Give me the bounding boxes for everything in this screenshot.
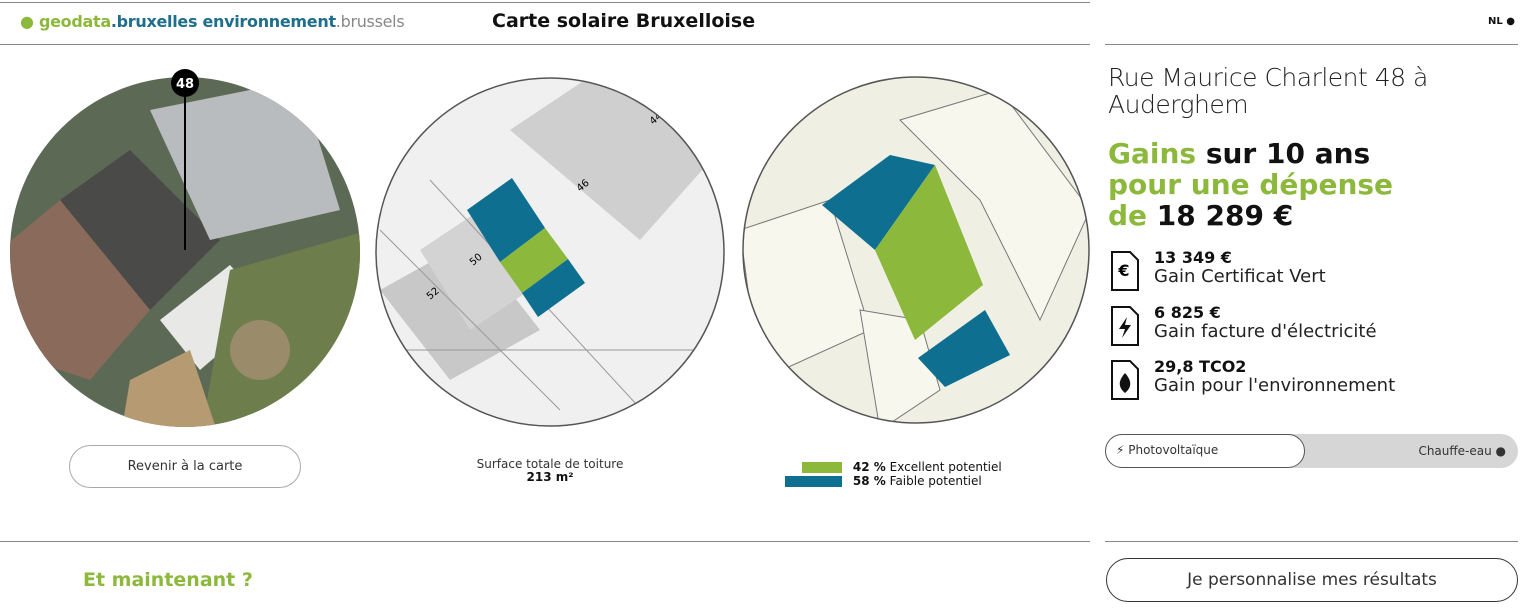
personalize-button[interactable]: Je personnalise mes résultats bbox=[1106, 558, 1518, 602]
logo-geodata: geodata bbox=[39, 12, 111, 31]
toggle-left[interactable]: ⚡ Photovoltaïque bbox=[1105, 434, 1305, 468]
rule bbox=[1105, 541, 1518, 542]
language-switch[interactable]: NL ● bbox=[1488, 16, 1515, 27]
rule bbox=[0, 541, 1090, 542]
gain-value: 13 349 € bbox=[1154, 248, 1232, 267]
legend-percent: 42 % bbox=[846, 460, 886, 474]
mode-toggle[interactable]: ⚡ Photovoltaïque Chauffe-eau ● bbox=[1105, 434, 1518, 468]
legend-percent: 58 % bbox=[846, 474, 886, 488]
language-label: NL bbox=[1488, 16, 1503, 27]
logo-brussels: .brussels bbox=[336, 12, 405, 31]
headline-de: de bbox=[1108, 199, 1147, 232]
marker-label: 48 bbox=[176, 77, 194, 92]
toggle-right[interactable]: Chauffe-eau ● bbox=[1418, 434, 1506, 468]
gain-label: Gain facture d'électricité bbox=[1154, 321, 1377, 342]
legend: 42 % Excellent potentiel 58 % Faible pot… bbox=[785, 460, 1002, 488]
rule bbox=[0, 2, 1090, 3]
surface: Surface totale de toiture 213 m² bbox=[440, 458, 660, 484]
back-button[interactable]: Revenir à la carte bbox=[69, 445, 301, 488]
headline-spend: pour une dépense bbox=[1108, 168, 1393, 201]
toggle-right-label: Chauffe-eau bbox=[1418, 444, 1491, 458]
gain-label: Gain pour l'environnement bbox=[1154, 375, 1395, 396]
legend-item: 42 % Excellent potentiel bbox=[785, 460, 1002, 474]
surface-value: 213 m² bbox=[440, 471, 660, 484]
gain-label: Gain Certificat Vert bbox=[1154, 266, 1326, 287]
rule bbox=[1105, 44, 1518, 45]
headline-gains: Gains bbox=[1108, 137, 1196, 170]
address: Rue Maurice Charlent 48 à Auderghem bbox=[1108, 64, 1508, 118]
roof-views: 48 44 46 50 52 bbox=[0, 50, 1100, 440]
svg-text:€: € bbox=[1117, 261, 1129, 280]
rule bbox=[0, 44, 1090, 45]
app-title: Carte solaire Bruxelloise bbox=[492, 10, 755, 32]
headline-period: sur 10 ans bbox=[1206, 137, 1370, 170]
legend-label: Faible potentiel bbox=[890, 474, 982, 488]
gain-item: 29,8 TCO2 Gain pour l'environnement bbox=[1108, 357, 1518, 407]
gain-item: € 13 349 € Gain Certificat Vert bbox=[1108, 248, 1518, 298]
gain-value: 6 825 € bbox=[1154, 303, 1221, 322]
legend-label: Excellent potentiel bbox=[890, 460, 1002, 474]
3d-view bbox=[740, 70, 1100, 440]
gain-value: 29,8 TCO2 bbox=[1154, 357, 1246, 376]
toggle-left-label: Photovoltaïque bbox=[1128, 443, 1218, 457]
gain-item: 6 825 € Gain facture d'électricité bbox=[1108, 303, 1518, 353]
footer-heading: Et maintenant ? bbox=[83, 569, 253, 591]
legend-item: 58 % Faible potentiel bbox=[785, 474, 1002, 488]
map-view: 44 46 50 52 bbox=[370, 70, 730, 440]
headline-amount: 18 289 € bbox=[1157, 199, 1293, 232]
page: ● geodata.bruxelles environnement.brusse… bbox=[0, 0, 1522, 616]
logo[interactable]: ● geodata.bruxelles environnement.brusse… bbox=[20, 12, 404, 31]
logo-bruxelles: .bruxelles environnement bbox=[111, 12, 336, 31]
